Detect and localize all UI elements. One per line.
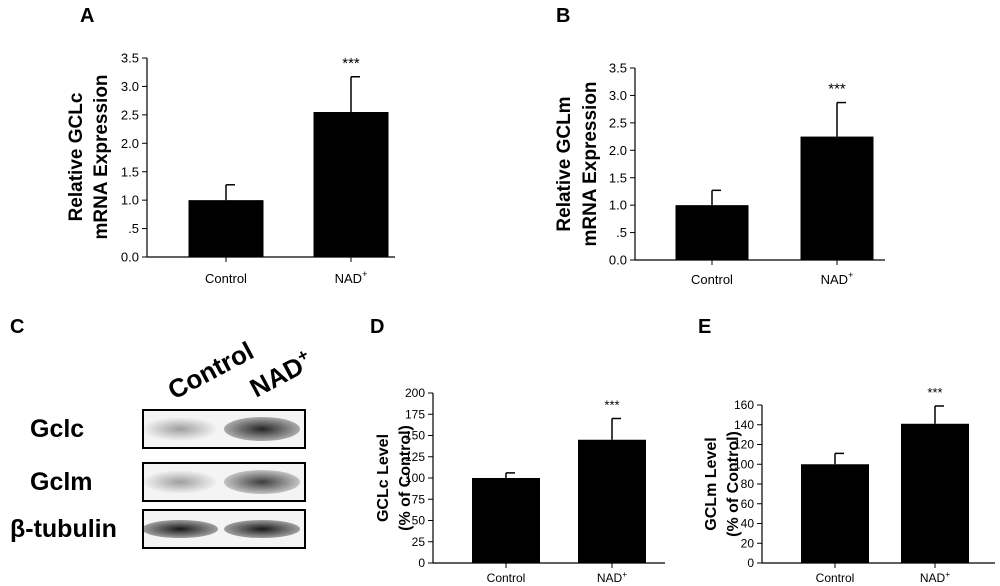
significance-marker: *** — [828, 81, 846, 98]
y-tick-label: 3.5 — [609, 61, 627, 76]
blot-band — [142, 417, 218, 441]
panel-letter: E — [698, 316, 711, 338]
y-tick-label: 50 — [412, 514, 426, 528]
chart-panel-a: A Relative GCLc mRNA Expression 0.0 .5 1.0 1.5… — [66, 5, 395, 286]
panel-letter: A — [80, 5, 94, 27]
significance-marker: *** — [342, 55, 360, 72]
y-axis-label: GCLm Level — [703, 437, 720, 530]
blot-band — [224, 470, 300, 494]
y-tick-label: 25 — [412, 535, 426, 549]
blot-lane-label: Control — [163, 335, 259, 405]
blot-band — [142, 520, 218, 538]
significance-marker: *** — [927, 385, 942, 400]
y-axis-label: mRNA Expression — [91, 74, 112, 239]
significance-marker: *** — [604, 398, 619, 413]
bar — [675, 205, 749, 260]
y-tick-label: 1.0 — [121, 193, 139, 208]
x-tick-label: Control — [487, 571, 526, 585]
y-tick-label: 3.5 — [121, 51, 139, 66]
x-tick-label: NAD+ — [335, 269, 368, 286]
blot-row-label: Gclm — [30, 468, 93, 496]
y-tick-label: 120 — [734, 438, 754, 452]
panel-letter: B — [556, 5, 570, 27]
y-tick-label: 150 — [405, 429, 425, 443]
y-axis-label: Relative GCLc — [66, 92, 87, 221]
y-tick-label: 0 — [747, 556, 754, 570]
chart-panel-e: E GCLm Level (% of Control) 0 20 40 60 80 100 120… — [698, 316, 995, 585]
panel-letter: D — [370, 316, 384, 338]
blot-band — [142, 470, 218, 494]
y-tick-label: 40 — [741, 517, 755, 531]
x-tick-label: Control — [691, 272, 733, 287]
y-tick-label: 75 — [412, 492, 426, 506]
y-tick-label: 2.5 — [609, 115, 627, 130]
y-tick-label: 2.0 — [121, 136, 139, 151]
bar — [800, 136, 874, 260]
chart-panel-d: D GCLc Level (% of Control) 0 25 50 75 100 125 15… — [370, 316, 665, 585]
x-tick-label: NAD+ — [597, 569, 627, 585]
x-tick-label: Control — [816, 571, 855, 585]
y-tick-label: 1.0 — [609, 198, 627, 213]
bar — [901, 423, 969, 563]
blot-band — [224, 417, 300, 441]
y-axis-label: mRNA Expression — [580, 81, 601, 246]
bar — [313, 112, 389, 257]
y-tick-label: 160 — [734, 398, 754, 412]
x-tick-label: NAD+ — [920, 569, 950, 585]
blot-lane-label: NAD+ — [244, 345, 317, 404]
chart-panel-b: B Relative GCLm mRNA Expression 0.0 .5 1.0 1.5… — [554, 5, 885, 287]
x-tick-label: NAD+ — [821, 270, 854, 287]
y-tick-label: 1.5 — [121, 164, 139, 179]
y-axis-label: (% of Control) — [725, 431, 742, 537]
y-tick-label: 100 — [734, 457, 754, 471]
panel-letter: C — [10, 316, 24, 338]
blot-band — [224, 520, 300, 538]
y-tick-label: .5 — [128, 221, 139, 236]
y-tick-label: 1.5 — [609, 170, 627, 185]
bar — [472, 478, 540, 563]
y-tick-label: 100 — [405, 471, 425, 485]
x-tick-label: Control — [205, 271, 247, 286]
y-tick-label: 20 — [741, 536, 755, 550]
blot-row-label: β-tubulin — [10, 515, 117, 543]
y-tick-label: 0.0 — [121, 250, 139, 265]
y-tick-label: 125 — [405, 450, 425, 464]
y-tick-label: 3.0 — [121, 79, 139, 94]
blot-row-label: Gclc — [30, 415, 84, 443]
y-tick-label: 60 — [741, 497, 755, 511]
y-tick-label: 140 — [734, 418, 754, 432]
y-tick-label: 3.0 — [609, 88, 627, 103]
y-tick-label: 0 — [418, 556, 425, 570]
y-tick-label: 175 — [405, 407, 425, 421]
y-axis-label: GCLc Level — [375, 434, 392, 522]
y-tick-label: .5 — [616, 225, 627, 240]
y-tick-label: 2.5 — [121, 107, 139, 122]
bar — [801, 464, 869, 563]
y-tick-label: 0.0 — [609, 253, 627, 268]
y-axis-label: (% of Control) — [397, 425, 414, 531]
y-tick-label: 80 — [741, 477, 755, 491]
y-axis-label: Relative GCLm — [554, 96, 575, 231]
bar — [188, 200, 264, 257]
y-tick-label: 2.0 — [609, 143, 627, 158]
bar — [578, 439, 646, 563]
y-tick-label: 200 — [405, 386, 425, 400]
